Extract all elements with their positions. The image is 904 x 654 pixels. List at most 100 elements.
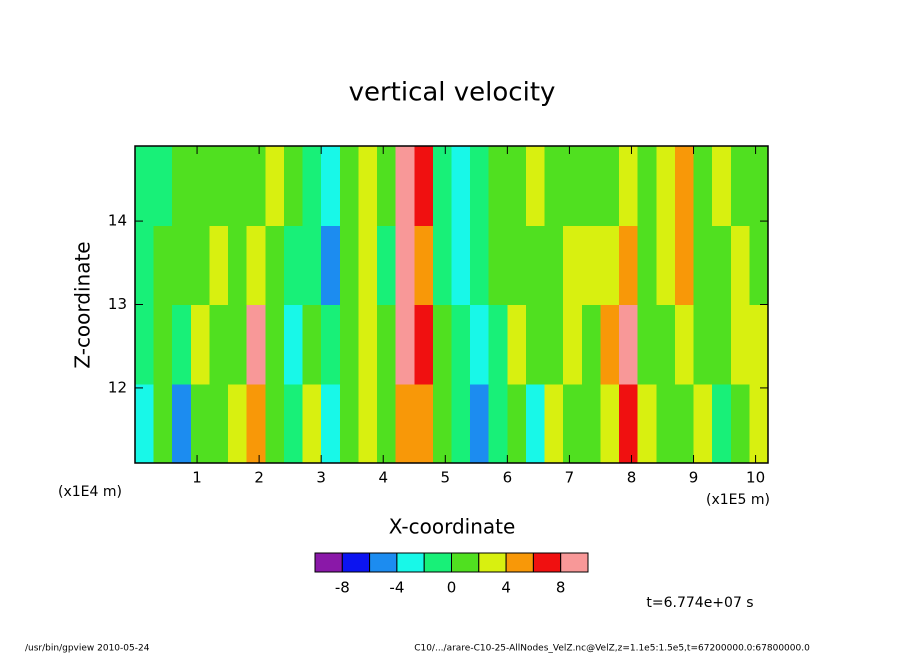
heat-cell bbox=[339, 304, 359, 385]
heat-cell bbox=[581, 225, 601, 305]
heat-cell bbox=[432, 225, 452, 305]
heat-cell bbox=[563, 225, 583, 305]
heat-cell bbox=[525, 304, 546, 385]
heat-cell bbox=[674, 383, 695, 464]
heat-cell bbox=[451, 383, 471, 464]
heat-cell bbox=[414, 383, 434, 464]
colorbar-box bbox=[478, 552, 507, 573]
heat-cell bbox=[358, 225, 378, 305]
heat-cell bbox=[358, 304, 378, 385]
colorbar-label: -8 bbox=[335, 579, 350, 597]
heat-cell bbox=[563, 304, 583, 385]
colorbar-box bbox=[532, 552, 562, 573]
colorbar-label: -4 bbox=[389, 579, 404, 597]
heat-cell bbox=[525, 225, 546, 305]
heat-cell bbox=[507, 146, 527, 226]
colorbar-box bbox=[314, 552, 343, 573]
heat-cell bbox=[507, 225, 527, 305]
heat-cell bbox=[265, 225, 285, 305]
x-tick-label: 5 bbox=[441, 469, 451, 487]
heat-cell bbox=[209, 304, 229, 385]
colorbar-box bbox=[505, 552, 534, 573]
colorbar-box bbox=[396, 552, 425, 573]
chart-title: vertical velocity bbox=[349, 78, 556, 108]
x-tick-label: 4 bbox=[378, 469, 388, 487]
heat-cell bbox=[581, 383, 601, 464]
heat-cell bbox=[470, 383, 490, 464]
heat-cell bbox=[246, 146, 266, 226]
heat-cell bbox=[432, 304, 452, 385]
colorbar-box bbox=[369, 552, 398, 573]
footer-right: C10/.../arare-C10-25-AllNodes_VelZ.nc@Ve… bbox=[414, 644, 810, 654]
colorbar-label: 4 bbox=[501, 579, 511, 597]
x-tick-label: 2 bbox=[254, 469, 264, 487]
heat-cell bbox=[302, 383, 322, 464]
heat-cell bbox=[507, 304, 527, 385]
heat-cell bbox=[656, 304, 676, 385]
x-tick-label: 7 bbox=[565, 469, 575, 487]
heat-cell bbox=[135, 304, 155, 385]
heat-cell bbox=[395, 304, 415, 385]
heat-cell bbox=[377, 225, 397, 305]
heat-cell bbox=[228, 304, 248, 385]
x-tick-label: 3 bbox=[316, 469, 326, 487]
heat-cell bbox=[544, 383, 564, 464]
heat-cell bbox=[209, 146, 229, 226]
heat-cell bbox=[619, 225, 639, 305]
heat-cell bbox=[135, 225, 155, 305]
heat-cell bbox=[377, 146, 397, 226]
heat-cell bbox=[544, 225, 564, 305]
heat-cell bbox=[172, 225, 192, 305]
heat-cell bbox=[656, 146, 676, 226]
heat-cell bbox=[470, 146, 490, 226]
heat-cell bbox=[302, 304, 322, 385]
heat-cell bbox=[693, 225, 713, 305]
heat-cell bbox=[451, 225, 471, 305]
heat-cell bbox=[153, 225, 173, 305]
heat-cell bbox=[135, 146, 155, 226]
heat-cell bbox=[228, 146, 248, 226]
heat-cell bbox=[190, 304, 210, 385]
heat-cell bbox=[730, 225, 750, 305]
x-axis-label: X-coordinate bbox=[389, 515, 516, 539]
colorbar-box bbox=[341, 552, 371, 573]
heat-cell bbox=[432, 383, 452, 464]
heat-cell bbox=[637, 383, 657, 464]
heat-cell bbox=[749, 146, 769, 226]
heat-cell bbox=[693, 304, 713, 385]
heat-cell bbox=[488, 225, 508, 305]
colorbar-box bbox=[560, 552, 589, 573]
heat-cell bbox=[656, 225, 676, 305]
time-annotation: t=6.774e+07 s bbox=[646, 595, 753, 611]
heat-cell bbox=[525, 383, 546, 464]
heat-cell bbox=[525, 146, 546, 226]
heat-cell bbox=[674, 146, 695, 226]
heat-cell bbox=[172, 304, 192, 385]
heat-cell bbox=[619, 146, 639, 226]
heat-cell bbox=[265, 146, 285, 226]
x-tick-label: 6 bbox=[503, 469, 513, 487]
heat-cell bbox=[283, 146, 304, 226]
colorbar-label: 0 bbox=[447, 579, 457, 597]
heat-cell bbox=[321, 304, 341, 385]
heat-cell bbox=[712, 383, 732, 464]
heat-cell bbox=[656, 383, 676, 464]
footer-left: /usr/bin/gpview 2010-05-24 bbox=[25, 644, 150, 654]
heat-cell bbox=[246, 304, 266, 385]
colorbar-box bbox=[423, 552, 453, 573]
heat-cell bbox=[488, 383, 508, 464]
heat-cell bbox=[470, 225, 490, 305]
heat-cell bbox=[283, 383, 304, 464]
x-tick-label: 9 bbox=[689, 469, 699, 487]
heat-cell bbox=[600, 383, 620, 464]
x-tick-label: 8 bbox=[627, 469, 637, 487]
heat-cell bbox=[544, 304, 564, 385]
heat-cell bbox=[135, 383, 155, 464]
x-tick-label: 10 bbox=[746, 469, 765, 487]
heat-cell bbox=[153, 383, 173, 464]
heat-cell bbox=[190, 225, 210, 305]
heat-cell bbox=[712, 304, 732, 385]
y-tick-label: 14 bbox=[108, 212, 127, 230]
heat-cell bbox=[637, 146, 657, 226]
heat-cell bbox=[209, 383, 229, 464]
